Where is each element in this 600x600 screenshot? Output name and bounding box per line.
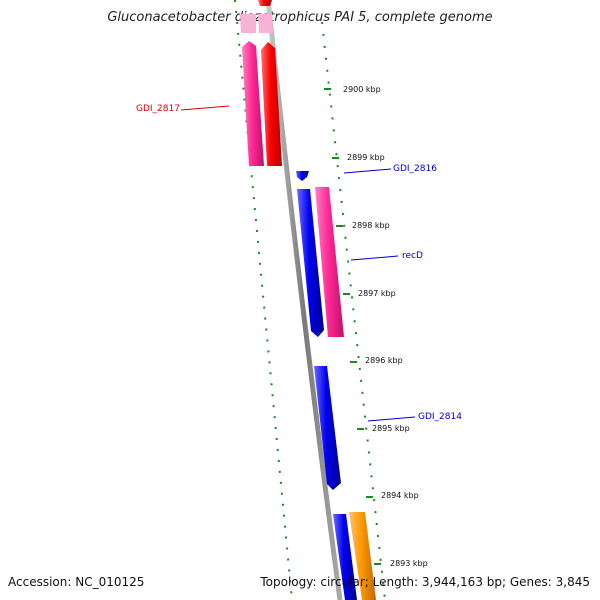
map-title: Gluconacetobacter diazotrophicus PAI 5, …: [107, 10, 493, 25]
tick-label-2895: 2895 kbp: [372, 424, 410, 433]
tick-label-2899: 2899 kbp: [347, 153, 385, 162]
leader-line-gdi-2817: [180, 105, 230, 111]
gene-feature-pink-faint-2[interactable]: [258, 14, 273, 33]
gene-feature-red-forward[interactable]: [261, 42, 282, 166]
tick-label-2896: 2896 kbp: [365, 356, 403, 365]
gene-feature-gdi-2814[interactable]: [314, 366, 341, 490]
leader-line-recd: [350, 255, 399, 261]
gene-feature-gdi-2817[interactable]: [242, 41, 264, 166]
summary-text: Topology: circular; Length: 3,944,163 bp…: [260, 575, 590, 589]
tick-labels: 2900 kbp 2899 kbp 2898 kbp 2897 kbp 2896…: [343, 85, 428, 568]
tick-marks: [324, 88, 381, 565]
tick-label-2898: 2898 kbp: [352, 221, 390, 230]
gene-label-gdi-2817[interactable]: GDI_2817: [136, 104, 180, 114]
gene-feature-top-stub-red[interactable]: [258, 0, 272, 6]
leader-line-gdi-2816: [343, 168, 392, 174]
gene-feature-orange-bottom[interactable]: [349, 512, 376, 600]
tick-label-2894: 2894 kbp: [381, 491, 419, 500]
gene-feature-blue-bottom[interactable]: [333, 514, 357, 600]
tick-label-2900: 2900 kbp: [343, 85, 381, 94]
gene-feature-gdi-2816[interactable]: [296, 171, 309, 181]
gene-feature-blue-long-1[interactable]: [297, 189, 324, 337]
gene-label-gdi-2814[interactable]: GDI_2814: [418, 412, 462, 422]
gene-feature-recd[interactable]: [315, 187, 344, 337]
tick-label-2897: 2897 kbp: [358, 289, 396, 298]
leader-line-gdi-2814: [367, 416, 416, 422]
gc-dots-outer: [321, 21, 386, 600]
gene-label-gdi-2816[interactable]: GDI_2816: [393, 164, 437, 174]
tick-label-2893: 2893 kbp: [390, 559, 428, 568]
gene-label-recd[interactable]: recD: [402, 251, 423, 261]
accession-text: Accession: NC_010125: [8, 575, 145, 589]
gc-dots-inner: [234, 0, 293, 600]
gene-feature-pink-faint-1[interactable]: [240, 14, 256, 33]
